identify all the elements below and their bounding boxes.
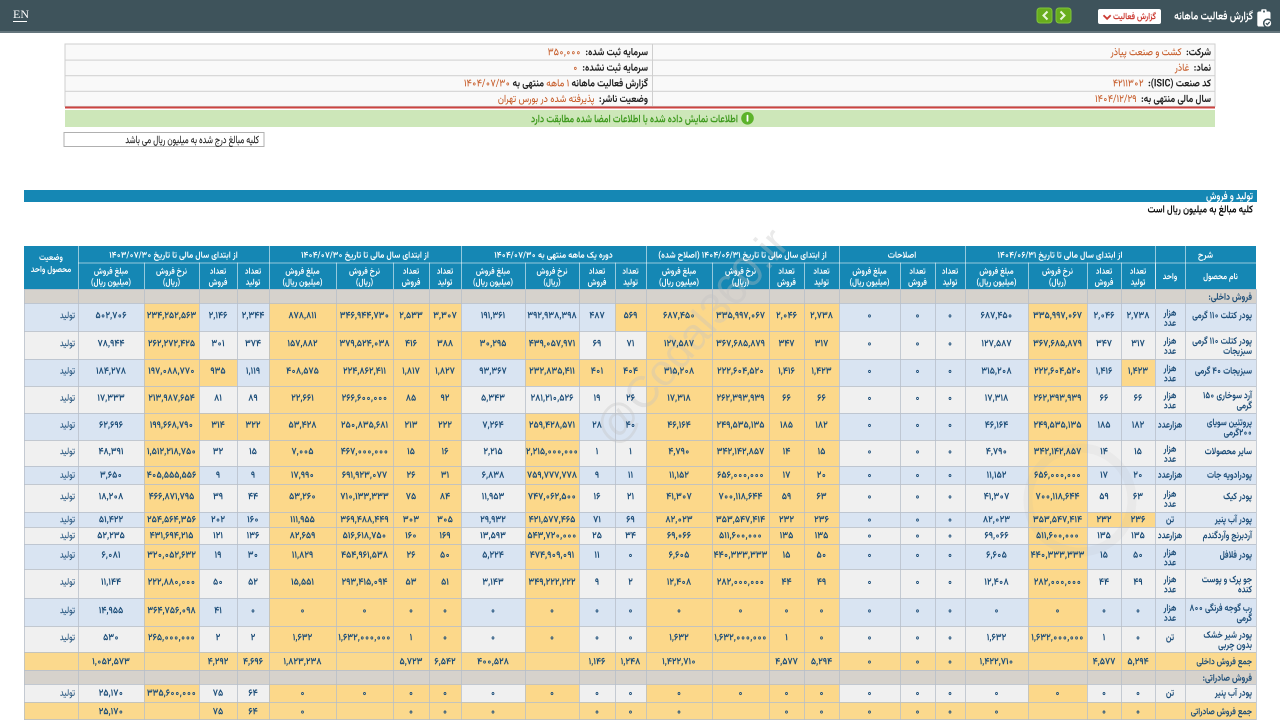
svg-text:EN: EN: [13, 7, 29, 21]
